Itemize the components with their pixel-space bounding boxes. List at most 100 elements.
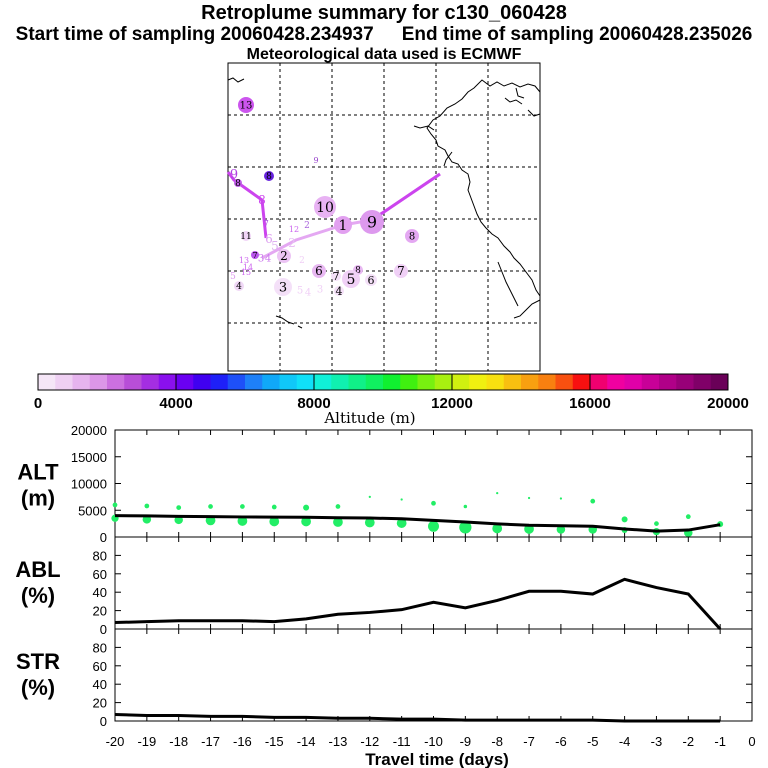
- altitude-point: [527, 496, 531, 500]
- svg-text:ABL: ABL: [15, 557, 60, 582]
- trajectory-label-text: 4: [336, 285, 343, 298]
- altitude-point: [396, 518, 407, 528]
- altitude-point: [496, 492, 499, 495]
- altitude-point: [269, 516, 280, 527]
- trajectory-label-text: 4: [305, 288, 311, 299]
- y-tick-label: 40: [93, 585, 107, 600]
- trajectory-label-text: 4: [265, 254, 271, 265]
- x-tick-label: -18: [169, 734, 188, 749]
- trajectory-label: 1: [334, 216, 352, 234]
- colorbar-swatch: [365, 374, 384, 390]
- colorbar-tick-label: 8000: [297, 395, 330, 412]
- trajectory-label-text: 8: [409, 232, 415, 243]
- y-tick-label: 40: [93, 677, 107, 692]
- colorbar-title: Altitude (m): [323, 409, 415, 427]
- svg-text:STR: STR: [16, 649, 60, 674]
- panel-alt: 0 5000 10000 15000 20000 ALT(m): [17, 423, 753, 545]
- trajectory-label-circle: [312, 264, 326, 278]
- colorbar-swatch: [676, 374, 694, 390]
- trajectory-label-text: 2: [288, 236, 296, 250]
- start-time: Start time of sampling 20060428.234937: [15, 24, 374, 45]
- trajectory-label: 5: [271, 239, 279, 253]
- trajectory-line-origin: [371, 172, 441, 222]
- altitude-point: [400, 498, 403, 501]
- colorbar-tick-label: 16000: [569, 395, 611, 412]
- colorbar-swatch: [227, 374, 246, 390]
- trajectory-label: 4: [305, 288, 311, 299]
- altitude-point: [333, 517, 343, 527]
- trajectory-label: 13: [238, 97, 254, 113]
- colorbar-swatch: [193, 374, 211, 390]
- trajectory-label-circle: [264, 171, 274, 181]
- trajectory-label-text: 6: [368, 274, 375, 287]
- trajectory-label: 8: [264, 171, 274, 182]
- colorbar-swatch: [348, 374, 367, 390]
- altitude-point: [301, 516, 311, 527]
- trajectory-label-text: 1: [339, 218, 348, 234]
- series-line: [114, 713, 721, 723]
- x-tick-label: -19: [137, 734, 156, 749]
- altitude-point: [208, 504, 213, 509]
- altitude-point: [237, 516, 248, 526]
- colorbar-swatch: [538, 374, 556, 390]
- trajectory-label: 5: [230, 272, 236, 282]
- svg-text:ALT: ALT: [17, 460, 59, 485]
- colorbar-swatch: [245, 374, 263, 390]
- trajectory-label-circle: [334, 216, 352, 234]
- trajectory-label: 2: [304, 221, 310, 231]
- altitude-point: [144, 503, 150, 509]
- colorbar-swatch: [314, 374, 332, 390]
- trajectory-label-text: 6: [265, 232, 273, 246]
- altitude-point: [431, 500, 436, 506]
- trajectory-label: 5: [297, 286, 303, 297]
- coastline: [227, 77, 541, 329]
- sampling-times: Start time of sampling 20060428.234937 En…: [0, 24, 768, 46]
- x-tick-label: -20: [106, 734, 125, 749]
- trajectory-label-text: 11: [240, 232, 251, 242]
- trajectory-label: 4: [234, 281, 244, 292]
- altitude-point: [621, 516, 628, 523]
- y-tick-label: 0: [100, 530, 107, 545]
- trajectory-label-text: 8: [355, 266, 361, 276]
- trajectory-label-text: 13: [240, 101, 253, 112]
- altitude-point: [335, 504, 341, 509]
- trajectory-label: 13: [239, 256, 249, 265]
- altitude-point: [463, 504, 468, 509]
- trajectory-label-text: 3: [279, 281, 287, 296]
- trajectory-label: 4: [334, 285, 344, 298]
- trajectory-label-text: 2: [280, 249, 288, 263]
- x-tick-label: -3: [651, 734, 663, 749]
- trajectory-label-text: 7: [263, 220, 269, 230]
- colorbar-swatch: [641, 374, 660, 390]
- trajectory-label: 3: [258, 254, 264, 265]
- y-tick-label: 60: [93, 567, 107, 582]
- y-tick-label: 0: [100, 714, 107, 729]
- altitude-point: [428, 520, 439, 532]
- altitude-point: [240, 504, 245, 509]
- trajectory-label-text: 5: [347, 272, 356, 288]
- panel-str: 0 20 40 60 80 STR(%): [16, 628, 753, 729]
- y-tick-label: 5000: [78, 503, 107, 518]
- trajectory-label-circle: [365, 274, 377, 286]
- x-tick-label: -16: [233, 734, 252, 749]
- trajectory-label-text: 7: [333, 270, 340, 283]
- trajectory-label: 7: [331, 270, 341, 283]
- trajectory-label-text: 9: [230, 168, 238, 183]
- x-tick-label: -15: [265, 734, 284, 749]
- colorbar-swatch: [89, 374, 108, 390]
- altitude-point: [459, 521, 472, 534]
- x-tick-label: -11: [393, 734, 411, 749]
- svg-text:(%): (%): [21, 675, 55, 700]
- colorbar-swatch: [262, 374, 280, 390]
- y-tick-label: 20000: [71, 423, 107, 438]
- colorbar-swatch: [590, 374, 608, 390]
- colorbar-swatch: [38, 374, 56, 390]
- colorbar-tick-label: 12000: [431, 395, 473, 412]
- trajectory-label: 9: [230, 168, 238, 183]
- x-tick-label: -14: [297, 734, 316, 749]
- colorbar-swatch: [176, 374, 194, 390]
- trajectory-label-text: 13: [239, 256, 249, 265]
- trajectory-label: 3: [274, 278, 292, 296]
- colorbar-swatch: [693, 374, 712, 390]
